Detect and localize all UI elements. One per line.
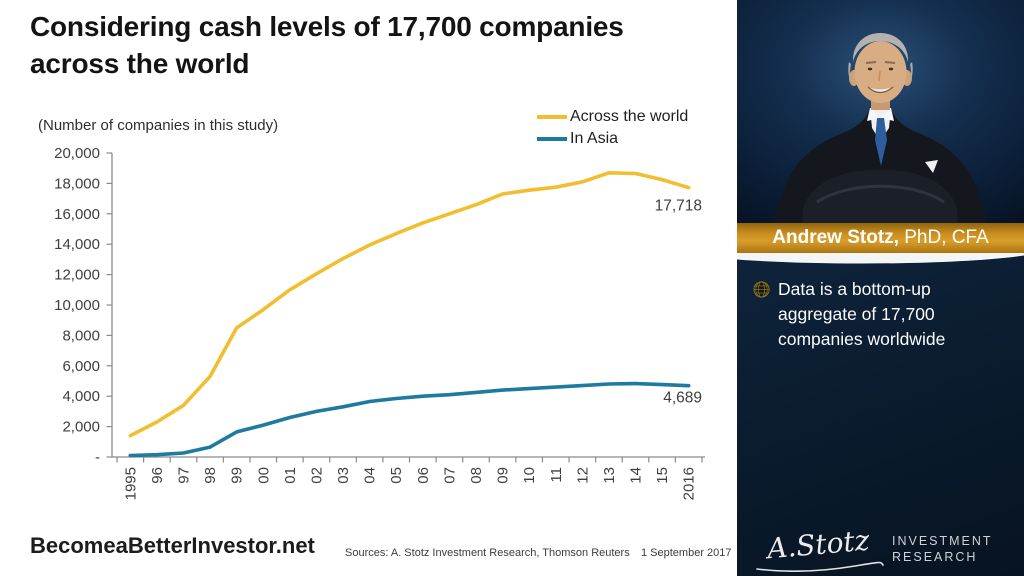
sidebar: Andrew Stotz, PhD, CFA Data is a bottom-… xyxy=(737,0,1024,576)
page-title: Considering cash levels of 17,700 compan… xyxy=(30,8,624,82)
series-end-label-world: 17,718 xyxy=(655,198,702,215)
legend-item-asia: In Asia xyxy=(537,128,688,150)
series-end-label-asia: 4,689 xyxy=(663,390,702,407)
y-tick-label: 6,000 xyxy=(62,358,100,375)
x-tick-label: 98 xyxy=(202,467,219,484)
x-tick-label: 11 xyxy=(548,467,565,483)
x-tick-label: 03 xyxy=(335,467,352,484)
chart-subtitle: (Number of companies in this study) xyxy=(38,117,279,134)
x-tick-label: 13 xyxy=(601,467,618,484)
y-tick-label: 8,000 xyxy=(62,327,100,344)
y-tick-label: 12,000 xyxy=(54,267,100,284)
y-tick-label: 18,000 xyxy=(54,175,100,192)
y-tick-label: 2,000 xyxy=(62,419,100,436)
footer-site-label: BecomeaBetterInvestor.net xyxy=(30,533,315,558)
footer-date: 1 September 2017 xyxy=(641,547,732,559)
page-title-line2: across the world xyxy=(30,48,250,79)
series-line-world xyxy=(128,170,691,438)
x-tick-label: 01 xyxy=(282,467,299,484)
andrew-stotz-photo xyxy=(737,0,1024,223)
y-tick-label: 10,000 xyxy=(54,297,100,314)
x-tick-label: 1995 xyxy=(122,467,139,500)
page-title-line1: Considering cash levels of 17,700 compan… xyxy=(30,11,624,42)
person-name: Andrew Stotz, xyxy=(772,227,899,248)
legend-item-world: Across the world xyxy=(537,106,688,128)
x-tick-label: 99 xyxy=(229,467,246,484)
x-tick-label: 12 xyxy=(574,467,591,484)
globe-icon xyxy=(753,281,770,298)
legend-swatch-world xyxy=(537,115,567,119)
x-tick-label: 05 xyxy=(388,467,405,484)
logo-word-investment: INVESTMENT xyxy=(892,534,993,548)
person-credentials: PhD, CFA xyxy=(898,227,989,248)
banner-swoosh xyxy=(737,253,1024,264)
legend-label-asia: In Asia xyxy=(570,130,619,147)
x-tick-label: 00 xyxy=(255,467,272,484)
x-tick-label: 15 xyxy=(654,467,671,484)
cash-levels-line-chart: - 2,000 4,000 6,000 8,000 10,000 12,000 14,000 1… xyxy=(54,145,705,500)
series-line-asia xyxy=(128,381,691,458)
bullet-note: Data is a bottom-up aggregate of 17,700 … xyxy=(753,277,1007,352)
legend-label-world: Across the world xyxy=(570,108,689,125)
logo-wordmark: INVESTMENT RESEARCH xyxy=(892,533,993,565)
stotz-logo: A.Stotz INVESTMENT RESEARCH xyxy=(737,524,1024,576)
signature-underline xyxy=(756,561,884,572)
x-tick-label: 06 xyxy=(415,467,432,484)
logo-word-research: RESEARCH xyxy=(892,550,978,564)
y-tick-label: 4,000 xyxy=(62,388,100,405)
y-tick-label: 14,000 xyxy=(54,236,100,253)
bullet-text: Data is a bottom-up aggregate of 17,700 … xyxy=(778,279,946,349)
x-tick-label: 09 xyxy=(495,467,512,484)
x-tick-label: 2016 xyxy=(681,467,698,500)
x-tick-label: 14 xyxy=(628,467,645,484)
name-banner: Andrew Stotz, PhD, CFA xyxy=(737,223,1024,253)
legend-swatch-asia xyxy=(537,137,567,141)
y-tick-label: 16,000 xyxy=(54,206,100,223)
x-tick-label: 10 xyxy=(521,467,538,484)
y-tick-label: - xyxy=(95,449,100,466)
x-tick-label: 07 xyxy=(441,467,458,484)
chart-legend: Across the world In Asia xyxy=(537,106,688,150)
x-tick-label: 02 xyxy=(308,467,325,484)
x-tick-label: 97 xyxy=(175,467,192,484)
x-tick-label: 04 xyxy=(362,467,379,484)
x-tick-label: 96 xyxy=(149,467,166,484)
photo-person xyxy=(775,33,986,223)
x-tick-label: 08 xyxy=(468,467,485,484)
footer-sources: Sources: A. Stotz Investment Research, T… xyxy=(345,547,630,559)
y-tick-label: 20,000 xyxy=(54,145,100,162)
